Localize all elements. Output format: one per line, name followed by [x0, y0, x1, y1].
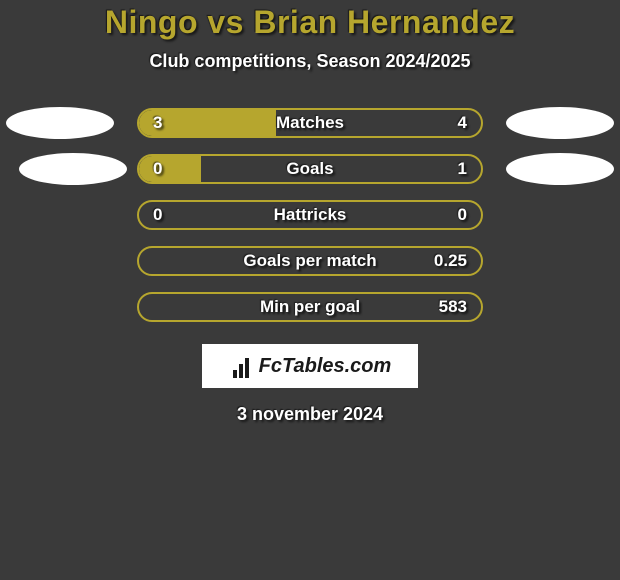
- stat-bar: 0Goals1: [137, 154, 483, 184]
- team-logo-left: [6, 107, 114, 139]
- site-badge: FcTables.com: [202, 344, 418, 388]
- stat-value-left: 0: [153, 156, 162, 182]
- stat-value-right: 583: [439, 294, 467, 320]
- stat-value-left: 0: [153, 202, 162, 228]
- stat-bar: Min per goal583: [137, 292, 483, 322]
- team-logo-right: [506, 153, 614, 185]
- stat-row: Goals per match0.25: [0, 238, 620, 284]
- comparison-infographic: Ningo vs Brian Hernandez Club competitio…: [0, 0, 620, 580]
- site-name: FcTables.com: [259, 355, 392, 378]
- stat-bar: 3Matches4: [137, 108, 483, 138]
- stat-label: Matches: [139, 110, 481, 136]
- stat-value-right: 0.25: [434, 248, 467, 274]
- stat-value-left: 3: [153, 110, 162, 136]
- stat-label: Hattricks: [139, 202, 481, 228]
- stat-label: Goals per match: [139, 248, 481, 274]
- subtitle: Club competitions, Season 2024/2025: [0, 51, 620, 72]
- page-title: Ningo vs Brian Hernandez: [0, 4, 620, 41]
- stat-row: Min per goal583: [0, 284, 620, 330]
- stat-value-right: 0: [458, 202, 467, 228]
- team-logo-left: [19, 153, 127, 185]
- bar-chart-icon: [229, 354, 253, 378]
- stat-label: Goals: [139, 156, 481, 182]
- stats-list: 3Matches40Goals10Hattricks0Goals per mat…: [0, 100, 620, 330]
- team-logo-right: [506, 107, 614, 139]
- stat-row: 3Matches4: [0, 100, 620, 146]
- stat-label: Min per goal: [139, 294, 481, 320]
- stat-value-right: 1: [458, 156, 467, 182]
- stat-bar: 0Hattricks0: [137, 200, 483, 230]
- date-label: 3 november 2024: [0, 404, 620, 425]
- stat-row: 0Hattricks0: [0, 192, 620, 238]
- stat-row: 0Goals1: [0, 146, 620, 192]
- stat-value-right: 4: [458, 110, 467, 136]
- stat-bar: Goals per match0.25: [137, 246, 483, 276]
